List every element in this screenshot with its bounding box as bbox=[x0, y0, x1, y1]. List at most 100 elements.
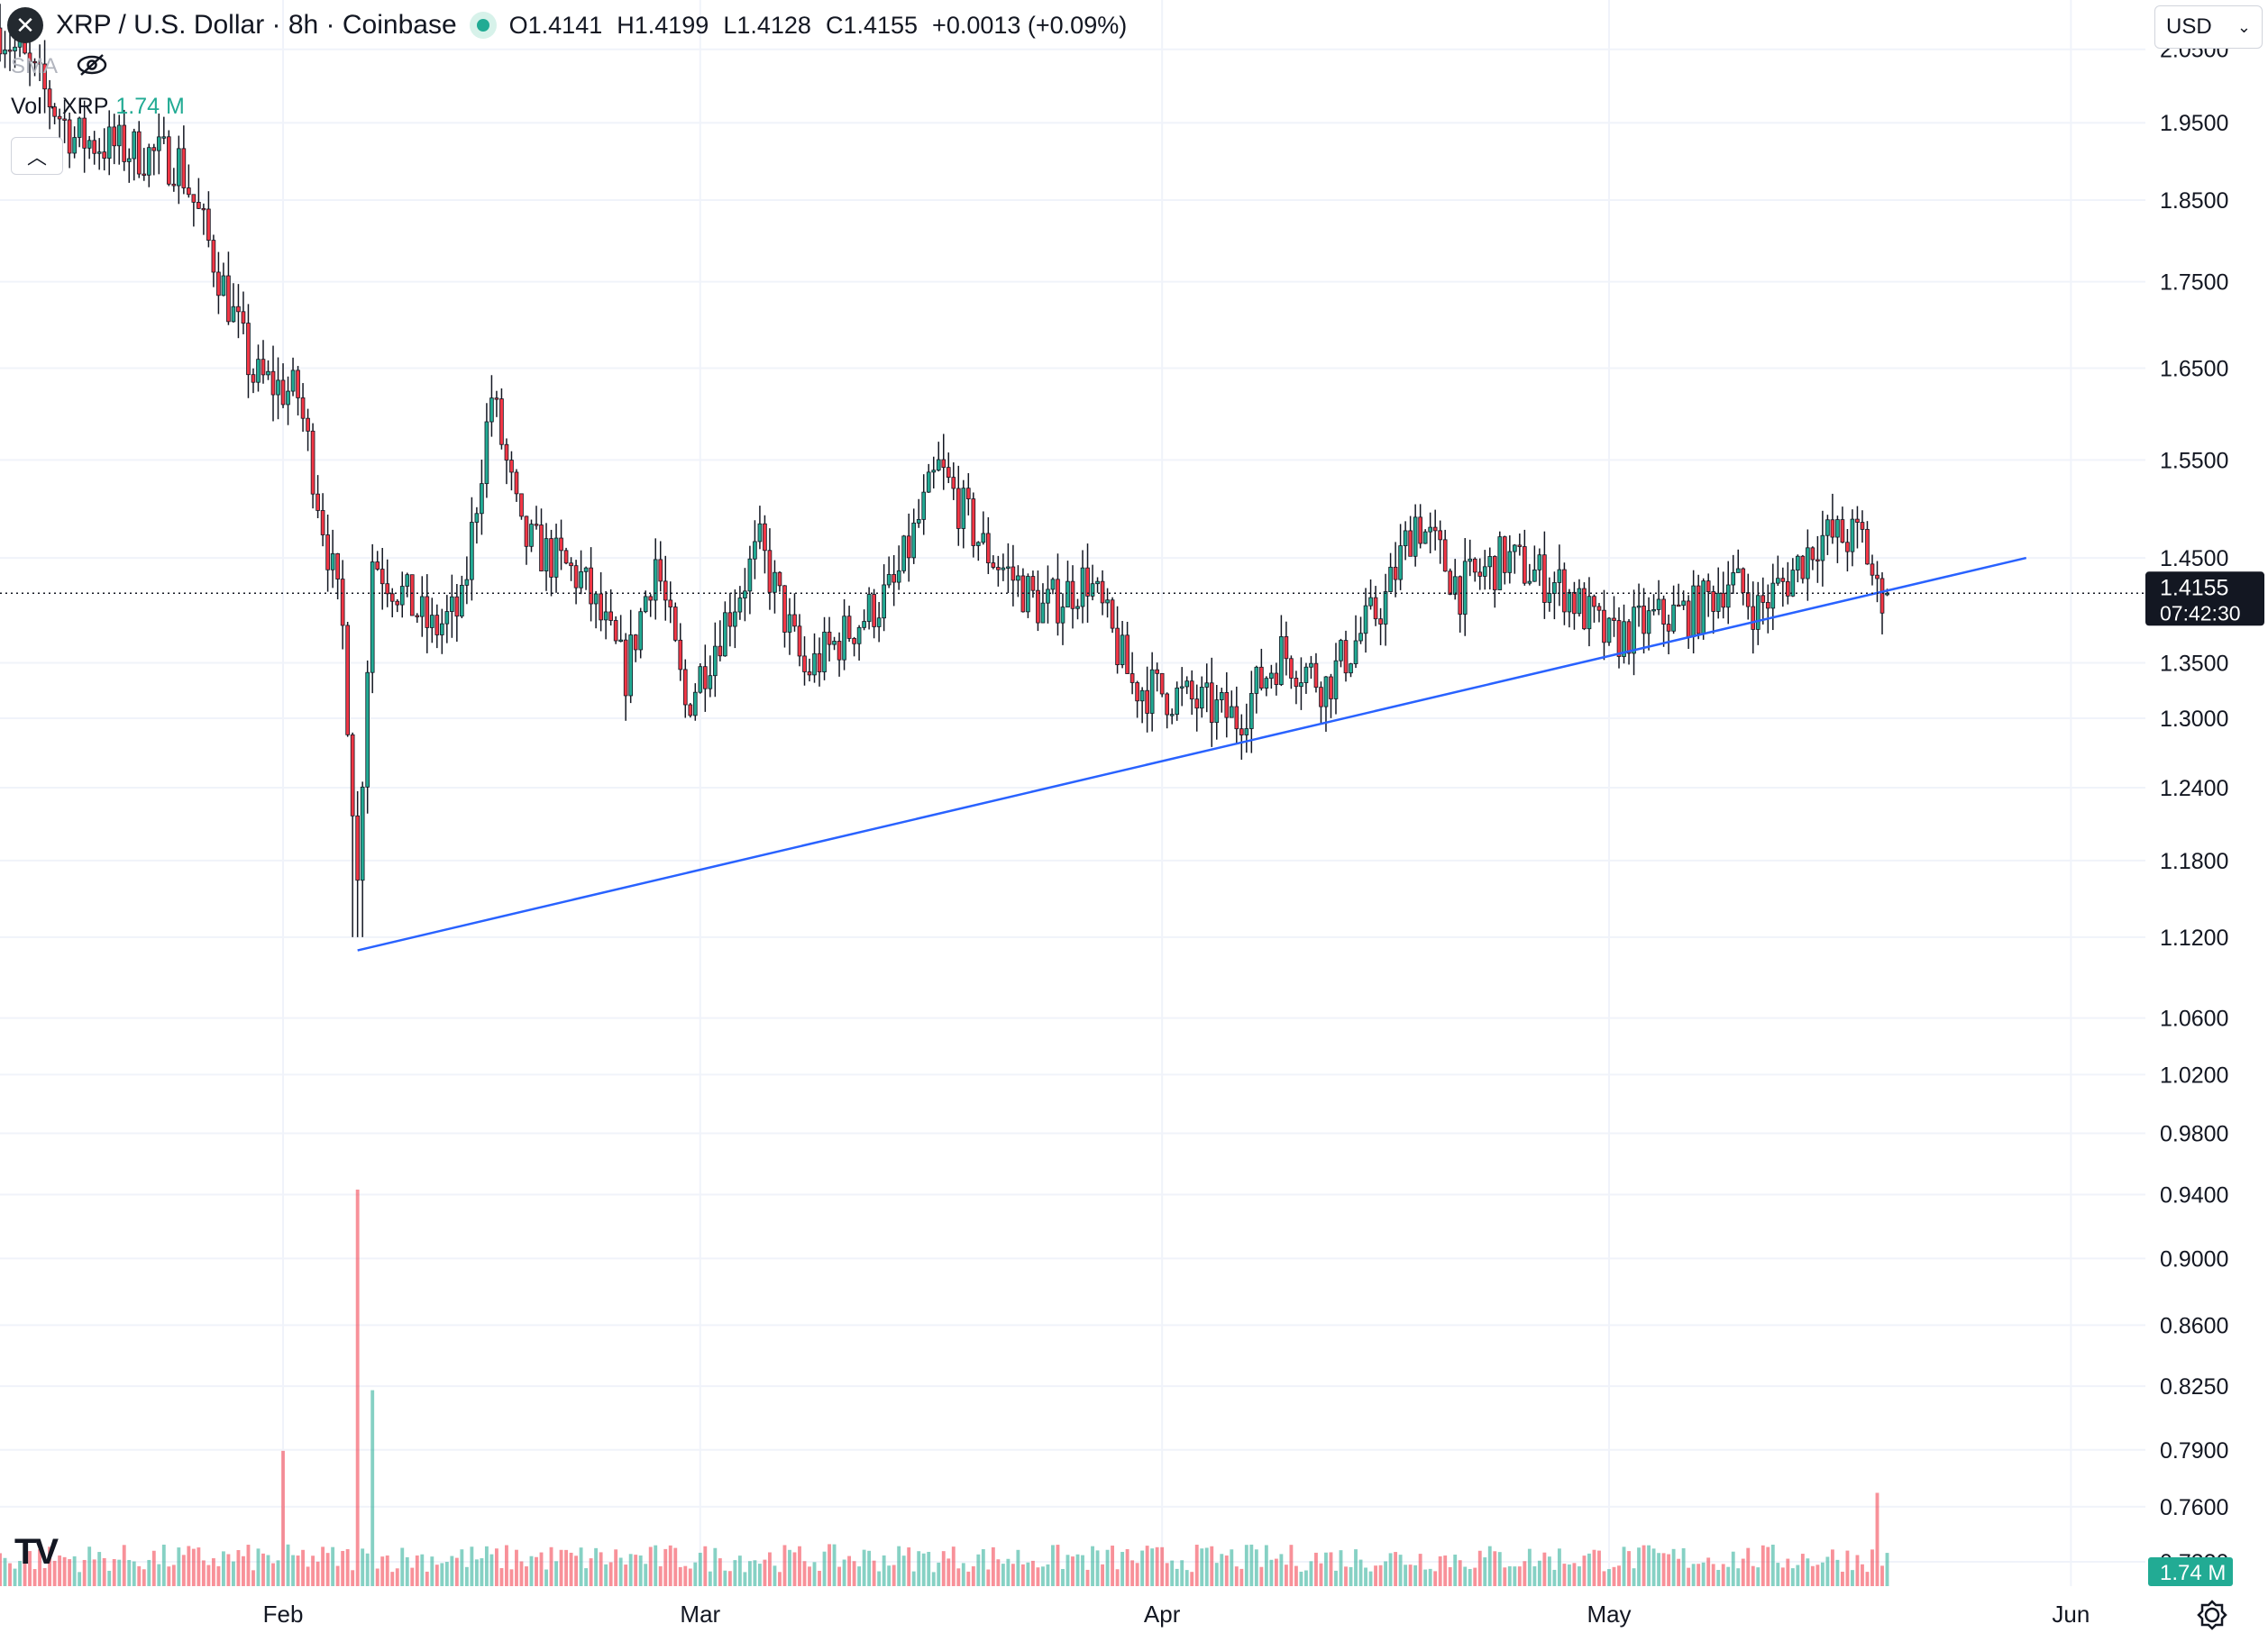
volume-bar bbox=[608, 1562, 613, 1586]
candle bbox=[389, 588, 395, 617]
candle-body bbox=[92, 140, 97, 154]
candle bbox=[882, 564, 886, 632]
candle bbox=[106, 110, 112, 176]
collapse-legend-button[interactable]: ︿ bbox=[11, 137, 63, 175]
candle bbox=[434, 604, 440, 649]
candle bbox=[504, 438, 509, 485]
candle bbox=[1532, 545, 1537, 582]
candle-body bbox=[961, 488, 966, 529]
candle bbox=[663, 555, 668, 621]
volume-bar bbox=[341, 1550, 345, 1586]
candle-body bbox=[1309, 662, 1313, 668]
candle bbox=[1075, 598, 1080, 620]
candle-body bbox=[1587, 596, 1592, 630]
candle-body bbox=[1323, 676, 1329, 707]
candle-body bbox=[355, 815, 360, 881]
candle-body bbox=[280, 379, 286, 406]
candle-body bbox=[1686, 600, 1691, 637]
eye-hidden-icon[interactable] bbox=[76, 52, 108, 78]
candle bbox=[360, 781, 365, 937]
candle-body bbox=[514, 471, 519, 495]
candle-body bbox=[718, 645, 723, 657]
candle-body bbox=[1796, 555, 1800, 570]
volume-bar bbox=[395, 1568, 399, 1586]
volume-bar bbox=[1056, 1545, 1060, 1586]
candle-body bbox=[1875, 574, 1879, 579]
candle bbox=[1790, 558, 1796, 598]
candle bbox=[1810, 546, 1815, 570]
candle bbox=[1830, 493, 1835, 544]
candle-body bbox=[464, 579, 470, 586]
candle-body bbox=[395, 600, 400, 606]
candle bbox=[286, 376, 290, 425]
candle bbox=[142, 148, 147, 181]
candle-body bbox=[1721, 592, 1726, 608]
volume-bar bbox=[698, 1552, 702, 1586]
volume-bar bbox=[1011, 1564, 1015, 1586]
volume-bar bbox=[1239, 1568, 1244, 1586]
candle bbox=[1422, 529, 1428, 544]
candle-body bbox=[1865, 528, 1870, 565]
trendline[interactable] bbox=[357, 556, 2027, 952]
candle bbox=[67, 112, 72, 169]
candle bbox=[1139, 687, 1145, 724]
volume-bar bbox=[1294, 1565, 1298, 1586]
candle bbox=[1770, 563, 1776, 631]
candle-body bbox=[112, 126, 117, 147]
candle-body bbox=[882, 584, 886, 619]
candle-body bbox=[1056, 579, 1060, 624]
candle-body bbox=[936, 459, 941, 471]
candle bbox=[971, 492, 976, 558]
candle-body bbox=[559, 537, 563, 552]
candle bbox=[1696, 574, 1701, 640]
gear-icon[interactable] bbox=[2196, 1599, 2228, 1631]
candles bbox=[0, 4, 1889, 937]
volume-bar bbox=[181, 1555, 186, 1586]
symbol-title[interactable]: XRP / U.S. Dollar · 8h · Coinbase bbox=[56, 10, 457, 40]
candle bbox=[1388, 552, 1393, 592]
candle-body bbox=[1040, 602, 1046, 624]
candle bbox=[698, 663, 703, 694]
volume-bar bbox=[137, 1565, 142, 1586]
candle bbox=[425, 574, 430, 653]
candle-body bbox=[316, 493, 320, 511]
x-logo-icon[interactable]: ✕ bbox=[7, 7, 43, 43]
volume-bar bbox=[1687, 1567, 1691, 1586]
volume-bar bbox=[872, 1560, 876, 1586]
candle-body bbox=[1239, 728, 1244, 735]
volume-bar bbox=[1557, 1548, 1561, 1586]
candle bbox=[1870, 554, 1875, 586]
candle bbox=[777, 570, 782, 592]
volume-bar bbox=[1776, 1563, 1780, 1586]
candle-body bbox=[529, 524, 534, 547]
tradingview-logo[interactable]: TV bbox=[14, 1532, 59, 1572]
candle bbox=[1224, 671, 1230, 738]
volume-bar bbox=[1527, 1548, 1532, 1586]
candle bbox=[370, 543, 375, 694]
candle bbox=[464, 556, 470, 605]
y-tick-label: 1.4500 bbox=[2160, 546, 2228, 571]
candle-body bbox=[429, 615, 434, 628]
candle-body bbox=[1755, 595, 1760, 630]
countdown-timer: 07:42:30 bbox=[2160, 601, 2241, 625]
candle-body bbox=[1234, 706, 1239, 730]
volume-bar bbox=[1716, 1569, 1721, 1586]
volume-bar bbox=[97, 1552, 102, 1586]
volume-bar bbox=[1155, 1546, 1159, 1586]
candle bbox=[856, 625, 862, 661]
candle bbox=[1125, 621, 1129, 674]
volume-bar bbox=[82, 1559, 87, 1586]
candle-body bbox=[852, 638, 856, 644]
candle-body bbox=[87, 140, 92, 149]
sma-indicator-label[interactable]: SMA bbox=[11, 54, 59, 78]
candle bbox=[0, 4, 3, 62]
volume-bar bbox=[1135, 1563, 1139, 1586]
candle bbox=[1159, 672, 1165, 698]
candle-body bbox=[1825, 519, 1830, 536]
volume-bar bbox=[1085, 1569, 1090, 1586]
candle-body bbox=[306, 417, 310, 432]
candle-body bbox=[648, 596, 654, 601]
candle-body bbox=[360, 786, 365, 881]
currency-selector[interactable]: USD ⌄ bbox=[2154, 5, 2263, 49]
